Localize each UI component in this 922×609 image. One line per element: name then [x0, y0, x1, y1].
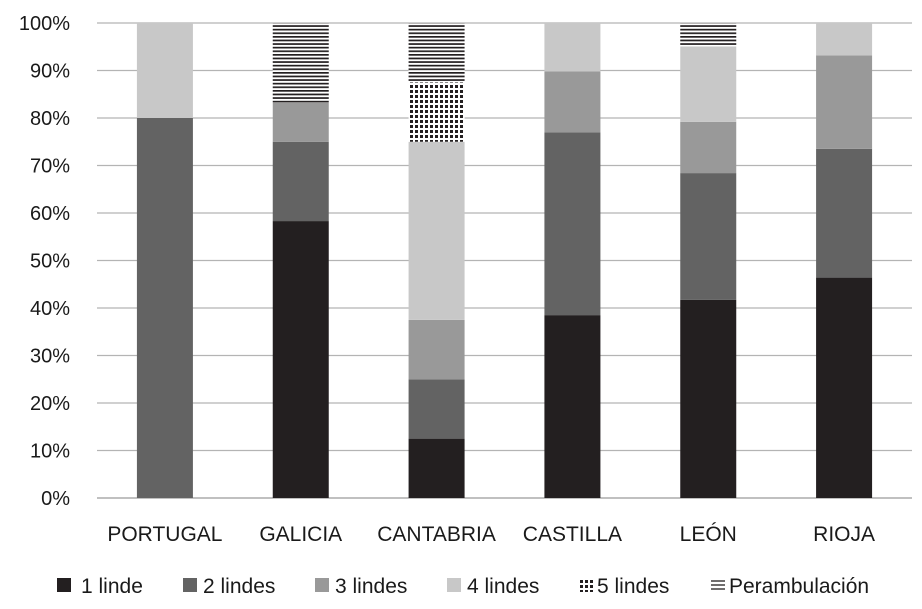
x-category-label: PORTUGAL [107, 523, 222, 546]
legend: 1 linde 2 lindes 3 lindes 4 lindes 5 lindes P… [57, 575, 869, 598]
bar-segment [136, 23, 193, 118]
bar-segment [272, 102, 329, 142]
x-category-label: RIOJA [813, 523, 875, 546]
x-category-label: CASTILLA [523, 523, 622, 546]
bar-segment [408, 379, 465, 439]
y-tick-label: 80% [30, 108, 70, 130]
bar-segment [680, 173, 737, 300]
bar-segment [272, 23, 329, 103]
bar-segment [136, 118, 193, 498]
legend-label: 5 lindes [597, 575, 669, 598]
legend-swatch [579, 578, 593, 592]
bar-segment [816, 55, 873, 149]
bar-segment [816, 148, 873, 278]
y-tick-label: 70% [30, 156, 70, 178]
bar-segment [272, 221, 329, 498]
bar-segment [544, 23, 601, 72]
bar-segment [544, 315, 601, 498]
x-axis-category-labels: PORTUGAL GALICIA CANTABRIA CASTILLA LEÓN RIOJ… [107, 523, 875, 546]
y-tick-label: 10% [30, 441, 70, 463]
legend-label: Perambulación [729, 575, 869, 598]
bar-segment [408, 141, 465, 320]
legend-swatch [57, 578, 71, 592]
y-tick-label: 20% [30, 393, 70, 415]
legend-label: 3 lindes [335, 575, 407, 598]
bar-segment [408, 82, 465, 142]
bar-segment [680, 23, 737, 47]
bar-segment [408, 438, 465, 498]
bar-segment [272, 141, 329, 222]
legend-label: 1 linde [81, 575, 143, 598]
x-category-label: LEÓN [680, 523, 737, 546]
x-category-label: CANTABRIA [377, 523, 496, 546]
legend-label: 2 lindes [203, 575, 275, 598]
bar-segment [544, 71, 601, 133]
y-tick-label: 60% [30, 203, 70, 225]
legend-label: 4 lindes [467, 575, 539, 598]
y-tick-label: 50% [30, 251, 70, 273]
bar-segment [408, 23, 465, 83]
bars [136, 23, 873, 498]
bar-segment [680, 299, 737, 498]
x-category-label: GALICIA [259, 523, 342, 546]
y-axis-tick-labels: 0% 10% 20% 30% 40% 50% 60% 70% 80% 90% 100% [19, 13, 70, 510]
y-tick-label: 90% [30, 61, 70, 83]
bar-segment [544, 132, 601, 316]
legend-swatch [447, 578, 461, 592]
bar-segment [816, 277, 873, 498]
bar-segment [680, 46, 737, 122]
bar-segment [680, 121, 737, 174]
bar-segment [816, 23, 873, 56]
bar-segment [408, 319, 465, 380]
legend-swatch [183, 578, 197, 592]
y-tick-label: 100% [19, 13, 70, 35]
y-tick-label: 40% [30, 298, 70, 320]
gridlines [97, 22, 912, 499]
y-tick-label: 0% [41, 488, 70, 510]
y-tick-label: 30% [30, 346, 70, 368]
legend-swatch [315, 578, 329, 592]
